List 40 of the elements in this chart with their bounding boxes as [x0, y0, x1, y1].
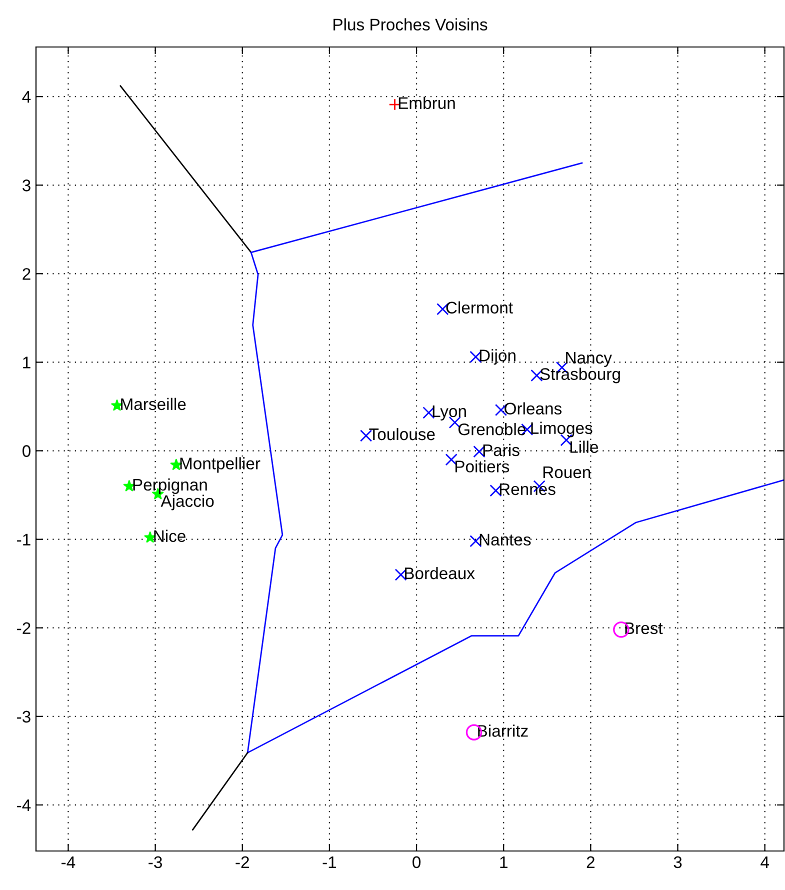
- annotation: Ajaccio: [160, 494, 214, 510]
- annotation: Strasbourg: [540, 368, 620, 384]
- y-tick-label: -1: [17, 534, 30, 546]
- annotation: Grenoble: [458, 423, 526, 436]
- y-tick-label: 0: [22, 445, 30, 457]
- annotation: Orleans: [504, 402, 562, 415]
- annotation: Embrun: [398, 96, 455, 110]
- annotation: Limoges: [531, 422, 592, 438]
- x-tick-label: 2: [586, 856, 594, 868]
- chart-title: Plus Proches Voisins: [334, 18, 488, 30]
- x-tick-label: 4: [760, 856, 769, 868]
- y-tick-label: -2: [17, 622, 30, 634]
- y-tick-label: 1: [23, 356, 30, 368]
- annotation: Nancy: [566, 352, 612, 367]
- annotation: Clermont: [446, 301, 513, 314]
- annotation: Perpignan: [133, 478, 207, 494]
- annotation: Dijon: [480, 349, 516, 365]
- x-tick-label: -1: [322, 856, 336, 868]
- annotation: Nantes: [480, 534, 531, 546]
- annotation: Rouen: [543, 466, 590, 478]
- x-tick-label: 3: [674, 856, 682, 868]
- y-tick-label: 2: [22, 268, 30, 280]
- annotation: Toulouse: [369, 428, 435, 440]
- y-tick-label: -4: [17, 800, 31, 811]
- annotation: Poitiers: [456, 460, 510, 472]
- x-tick-label: -2: [236, 856, 249, 868]
- x-tick-label: -4: [62, 856, 76, 868]
- annotation: Lyon: [432, 406, 466, 420]
- y-tick-label: -3: [17, 710, 30, 723]
- x-tick-label: 1: [500, 856, 508, 868]
- annotation: Marseille: [121, 398, 186, 410]
- annotation: Paris: [483, 444, 520, 456]
- x-tick-label: -3: [148, 856, 162, 868]
- annotation: Montpellier: [180, 457, 260, 473]
- annotation: Nice: [154, 530, 186, 542]
- x-tick-label: 0: [412, 856, 421, 868]
- annotation: Bordeaux: [405, 566, 475, 580]
- annotation: Lille: [570, 440, 598, 453]
- y-tick-label: 4: [22, 91, 31, 103]
- y-tick-label: 3: [22, 180, 30, 192]
